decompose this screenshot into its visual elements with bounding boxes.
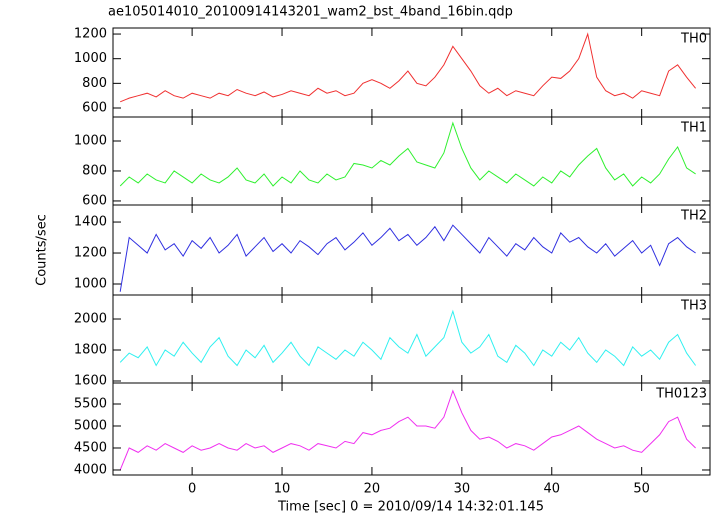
y-tick-label: 4000	[74, 462, 107, 477]
y-tick-label: 800	[82, 163, 107, 178]
y-tick-label: 800	[82, 76, 107, 91]
data-line	[119, 32, 696, 103]
panel-label: TH0123	[655, 387, 707, 402]
x-tick-label: 20	[364, 482, 381, 497]
y-axis-label: Counts/sec	[35, 214, 50, 286]
y-tick-label: 1800	[74, 343, 107, 358]
panel-frame	[112, 27, 711, 118]
chart-title: ae105014010_20100914143201_wam2_bst_4ban…	[108, 5, 513, 20]
y-tick-label: 1000	[74, 51, 107, 66]
panel-label: TH0	[680, 32, 707, 47]
panel-frame	[112, 116, 711, 206]
y-tick-label: 1200	[74, 246, 107, 261]
panel-frame	[112, 382, 711, 476]
y-tick-label: 1400	[74, 215, 107, 230]
y-tick-label: 1000	[74, 133, 107, 148]
panel-label: TH3	[680, 299, 707, 314]
y-tick-label: 2000	[74, 312, 107, 327]
x-tick-label: 0	[188, 482, 196, 497]
y-tick-label: 1600	[74, 373, 107, 388]
y-tick-label: 600	[82, 193, 107, 208]
y-tick-label: 4500	[74, 440, 107, 455]
x-tick-label: 30	[454, 482, 471, 497]
y-tick-label: 1000	[74, 277, 107, 292]
x-axis-label: Time [sec] 0 = 2010/09/14 14:32:01.145	[277, 500, 544, 515]
y-tick-label: 5000	[74, 418, 107, 433]
panel-label: TH1	[680, 121, 707, 136]
y-tick-label: 600	[82, 101, 107, 116]
x-tick-label: 10	[274, 482, 291, 497]
panel-label: TH2	[680, 209, 707, 224]
x-tick-label: 40	[543, 482, 560, 497]
data-line	[119, 309, 697, 367]
y-tick-label: 1200	[74, 27, 107, 42]
data-line	[119, 121, 696, 187]
data-line	[119, 389, 696, 471]
panel-frame	[112, 294, 711, 384]
panel-frame	[112, 204, 711, 296]
data-line	[119, 224, 696, 292]
x-tick-label: 50	[633, 482, 650, 497]
y-tick-label: 5500	[74, 396, 107, 411]
